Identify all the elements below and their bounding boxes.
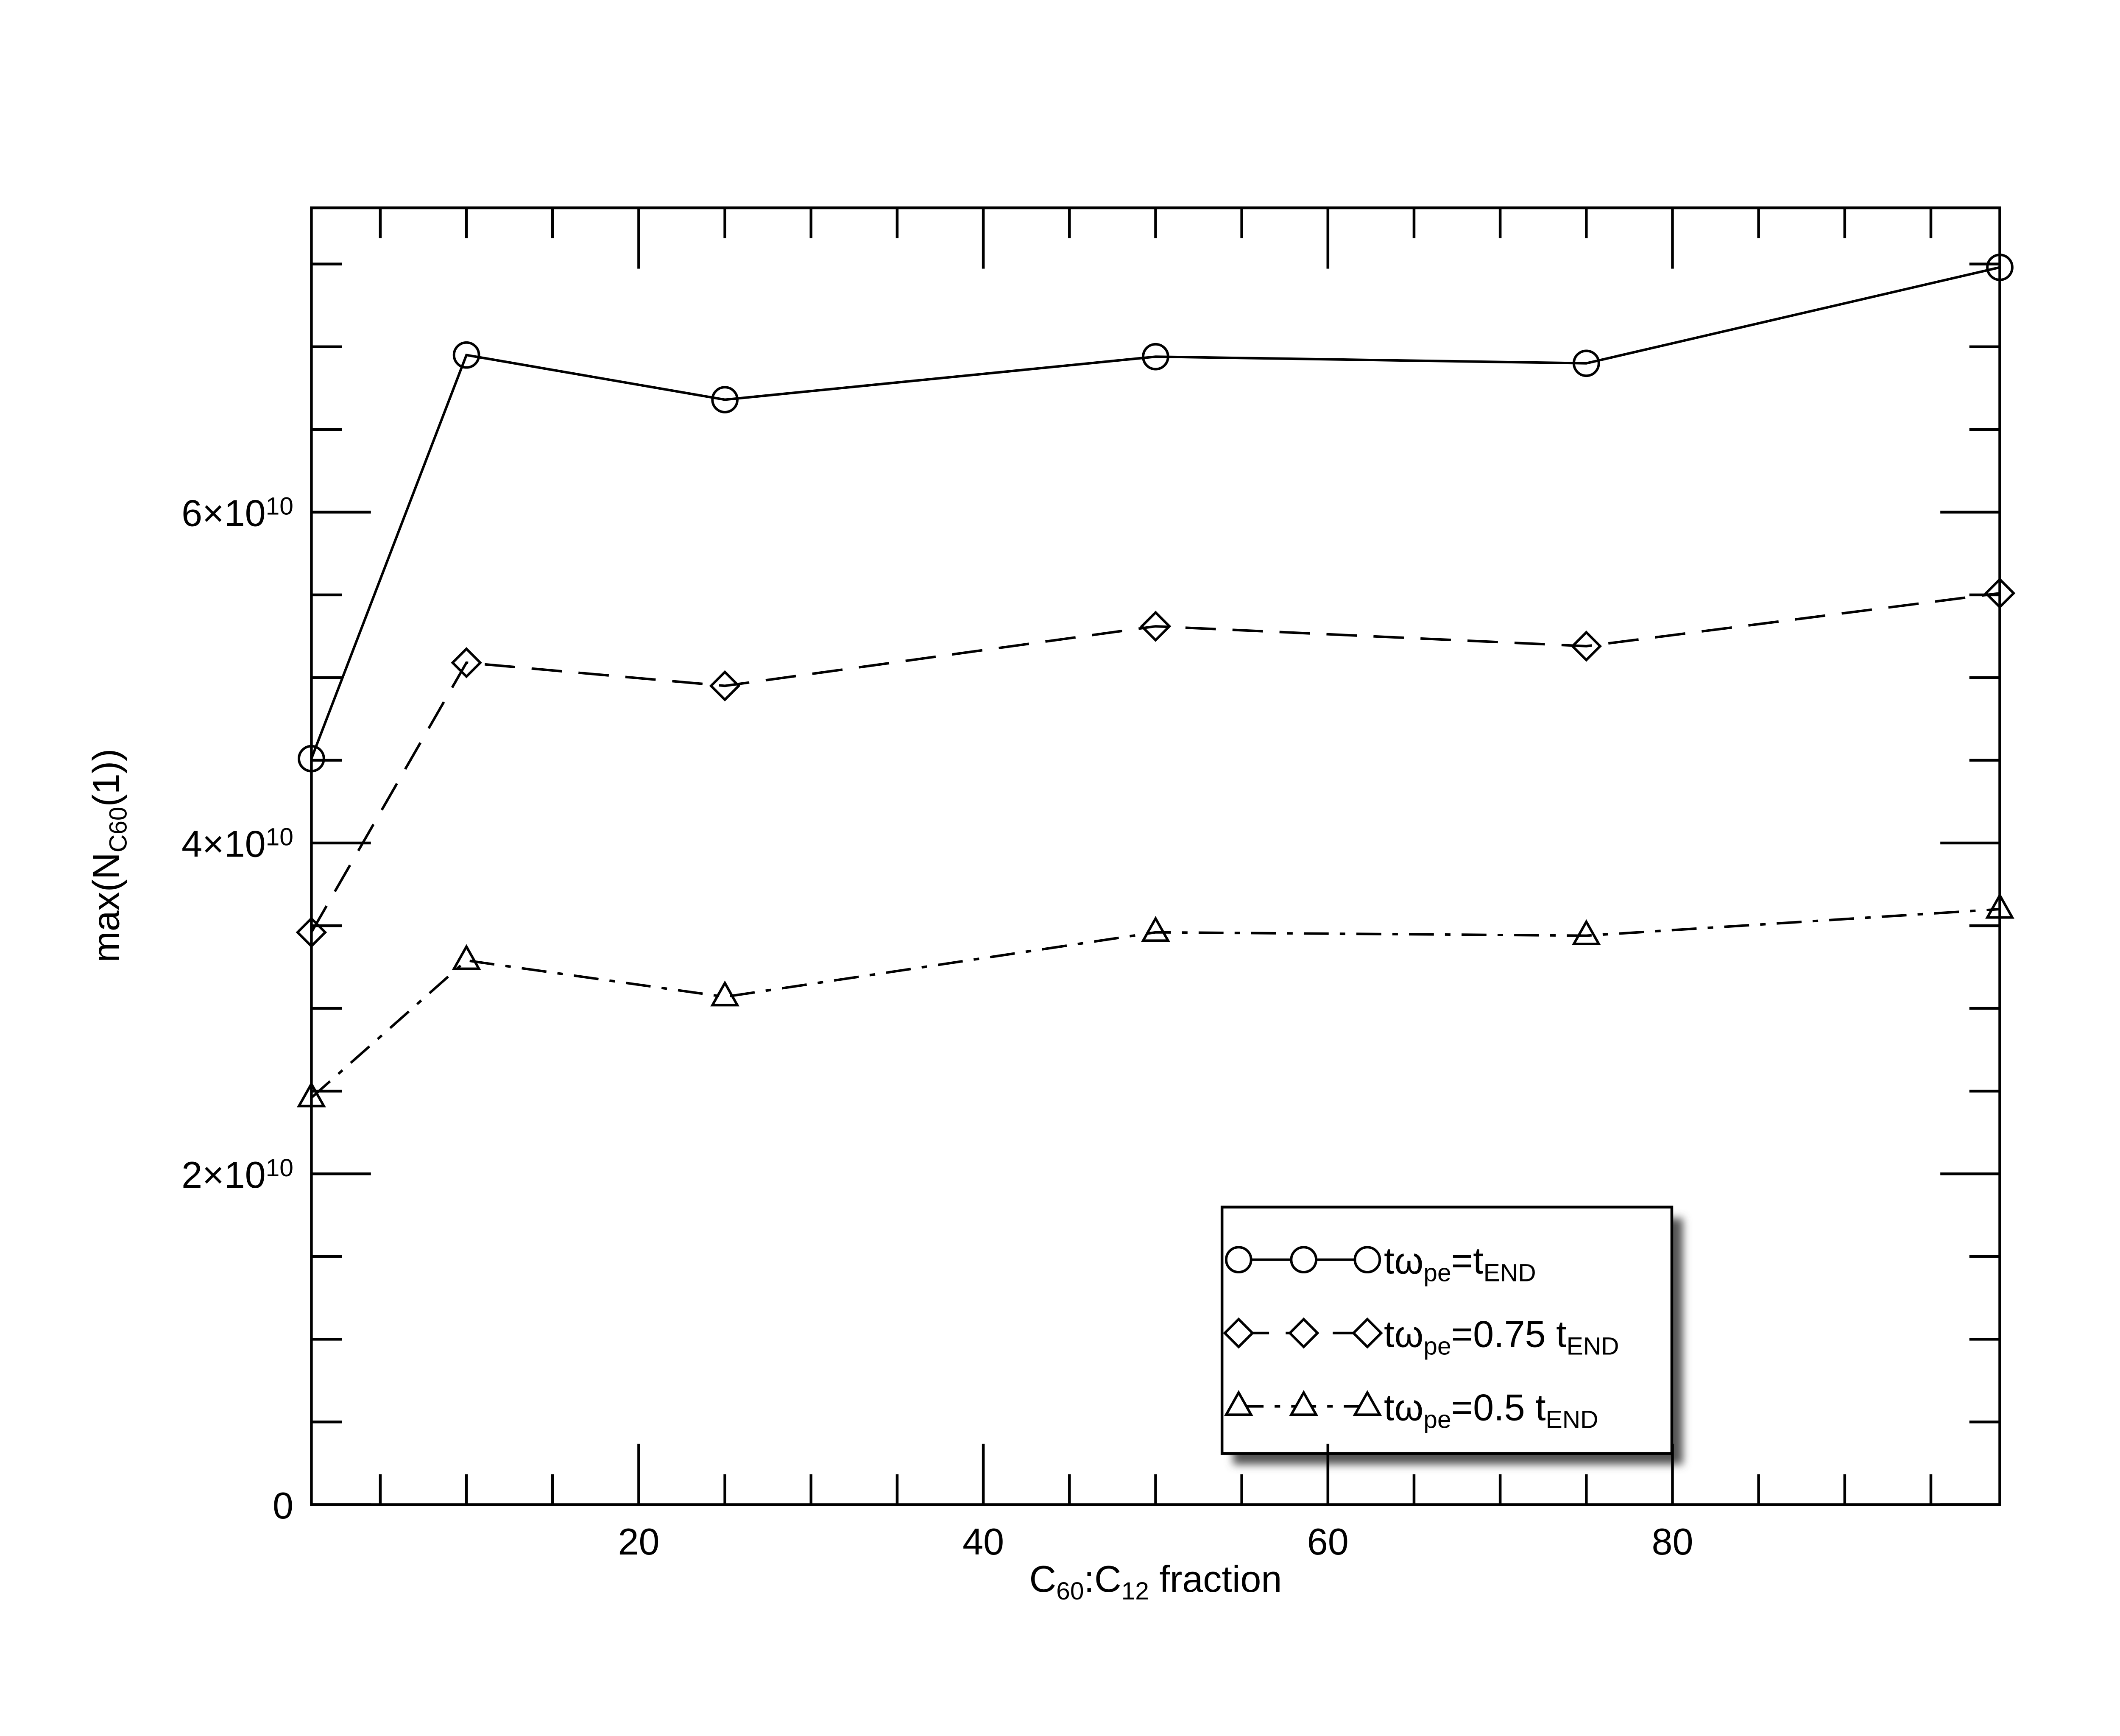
legend-label: tωpe=0.5 tEND	[1384, 1386, 1598, 1433]
point	[297, 1081, 326, 1108]
point	[1142, 343, 1169, 371]
legend-label: tωpe=tEND	[1384, 1239, 1536, 1287]
tick-exponent: 10	[266, 823, 293, 851]
subscript: pe	[1423, 1259, 1451, 1287]
point	[1572, 349, 1600, 377]
text-part: =0.75 t	[1451, 1313, 1567, 1355]
series-line	[310, 908, 2000, 1099]
x-tick-label: 80	[1651, 1521, 1693, 1563]
subscript: END	[1546, 1406, 1598, 1433]
series-line	[310, 592, 2000, 933]
point	[1985, 893, 2014, 919]
legend-marker	[1223, 1317, 1255, 1349]
y-axis-label: max(NC60(1))	[85, 748, 132, 962]
point	[1141, 916, 1170, 942]
x-tick-label: 60	[1307, 1521, 1349, 1563]
point	[1984, 578, 2016, 609]
point	[452, 341, 480, 369]
tick-base: 6×10	[181, 492, 265, 534]
legend-marker	[1288, 1317, 1319, 1349]
text-part: fraction	[1149, 1558, 1282, 1600]
plot-frame	[310, 206, 2001, 1506]
point	[451, 647, 482, 678]
legend-marker	[1353, 1390, 1382, 1416]
legend-marker	[1290, 1246, 1318, 1274]
tick-base: 2×10	[181, 1154, 265, 1196]
text-part: :C	[1084, 1558, 1121, 1600]
subscript: END	[1567, 1332, 1619, 1360]
legend-marker	[1289, 1390, 1319, 1416]
legend-marker	[1352, 1317, 1383, 1349]
text-part: tω	[1384, 1313, 1423, 1355]
text-part: tω	[1384, 1239, 1423, 1281]
text-part: =t	[1451, 1239, 1484, 1281]
text-part: (1))	[85, 748, 127, 807]
subscript: C60	[104, 807, 132, 853]
legend-label: tωpe=0.75 tEND	[1384, 1313, 1619, 1360]
legend-marker	[1224, 1390, 1253, 1416]
legend-marker	[1353, 1246, 1381, 1274]
legend-marker	[1225, 1246, 1252, 1274]
series-line	[310, 266, 2000, 759]
x-tick-label: 20	[618, 1521, 659, 1563]
point	[1571, 919, 1601, 946]
point	[1570, 631, 1602, 662]
y-tick-label: 4×1010	[181, 823, 293, 865]
y-tick-label: 6×1010	[181, 492, 293, 534]
text-part: C	[1029, 1558, 1057, 1600]
point	[1986, 254, 2014, 281]
y-tick-label: 2×1010	[181, 1154, 293, 1196]
point	[710, 980, 740, 1007]
point	[298, 745, 325, 773]
point	[296, 916, 327, 948]
tick-exponent: 10	[266, 1154, 293, 1182]
text-part: max(N	[85, 852, 127, 962]
x-tick-label: 40	[962, 1521, 1004, 1563]
subscript: END	[1484, 1259, 1536, 1287]
subscript: 12	[1121, 1577, 1149, 1605]
y-tick-label: 0	[273, 1485, 293, 1527]
point	[711, 386, 739, 413]
subscript: 60	[1056, 1577, 1084, 1605]
text-part: =0.5 t	[1451, 1386, 1546, 1428]
subscript: pe	[1423, 1332, 1451, 1360]
text-part: tω	[1384, 1386, 1423, 1428]
subscript: pe	[1423, 1406, 1451, 1433]
point	[452, 944, 481, 970]
x-axis-label: C60:C12 fraction	[1029, 1558, 1282, 1605]
tick-base: 4×10	[181, 823, 265, 865]
point	[1140, 611, 1172, 642]
point	[709, 670, 741, 702]
tick-exponent: 10	[266, 493, 293, 520]
